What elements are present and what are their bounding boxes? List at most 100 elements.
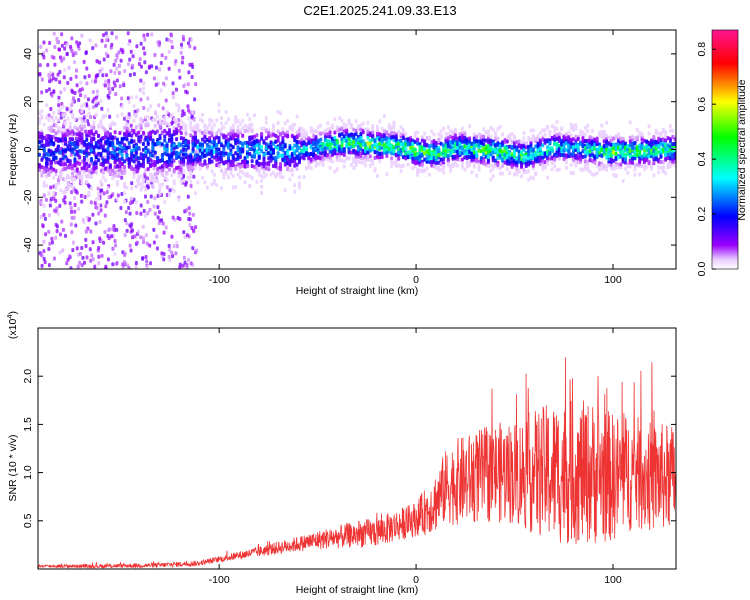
spectrogram-cell xyxy=(38,140,41,145)
spectrogram-cell xyxy=(602,136,606,141)
spectrogram-cell xyxy=(359,160,363,165)
spectrogram-cell xyxy=(219,185,223,190)
spectrogram-cell xyxy=(442,170,446,175)
spectrogram-cell xyxy=(340,158,344,163)
spectrogram-cell xyxy=(538,151,542,156)
spectrogram-cell xyxy=(652,157,656,162)
spectrogram-cell xyxy=(255,133,259,138)
spectrogram-cell xyxy=(401,163,405,168)
snr-y-label: SNR (10 * v/v) xyxy=(7,434,19,501)
x-tick-label: -100 xyxy=(209,574,230,586)
spectrogram-cell xyxy=(167,130,171,135)
spectrogram-cell xyxy=(231,129,235,134)
spectrogram-cell xyxy=(642,138,646,143)
spectrogram-cell xyxy=(78,175,82,180)
spectrogram-cell xyxy=(62,75,66,80)
spectrogram-cell xyxy=(108,123,112,128)
spectrogram-cell xyxy=(184,127,188,132)
spectrogram-cell xyxy=(80,104,84,109)
spectrogram-cell xyxy=(413,156,417,161)
spectrogram-cell xyxy=(647,124,651,129)
spectrogram-cell xyxy=(574,144,578,149)
spectrogram-cell xyxy=(191,135,195,140)
spectrogram-cell xyxy=(541,155,545,160)
spectrogram-cell xyxy=(449,140,453,145)
spectrogram-cell xyxy=(288,177,292,182)
spectrogram-cell xyxy=(186,139,190,144)
spectrogram-cell xyxy=(328,145,332,150)
spectrogram-cell xyxy=(472,162,476,167)
spectrogram-cell xyxy=(148,207,152,212)
spectrogram-cell xyxy=(614,156,618,161)
spectrogram-cell xyxy=(208,144,212,149)
spectrogram-cell xyxy=(668,156,672,161)
spectrogram-cell xyxy=(210,169,214,174)
spectrogram-cell xyxy=(293,156,297,161)
spectrogram-cell xyxy=(567,154,571,159)
spectrogram-cell xyxy=(132,143,136,148)
spectrogram-cell xyxy=(657,131,661,136)
spectrogram-cell xyxy=(157,43,161,48)
spectrogram-cell xyxy=(236,145,240,150)
spectrogram-cell xyxy=(77,97,81,102)
spectrogram-cell xyxy=(127,141,131,146)
spectrogram-cell xyxy=(475,134,479,139)
spectrogram-cell xyxy=(390,159,394,164)
spectrogram-cell xyxy=(132,153,136,158)
spectrogram-cell xyxy=(146,167,150,172)
spectrogram-cell xyxy=(359,143,363,148)
spectrogram-cell xyxy=(375,154,379,159)
spectrogram-cell xyxy=(134,147,138,152)
spectrogram-cell xyxy=(333,169,337,174)
spectrogram-cell xyxy=(241,118,245,123)
spectrogram-cell xyxy=(179,136,183,141)
spectrogram-cell xyxy=(283,158,287,163)
spectrogram-cell xyxy=(295,130,299,135)
spectrogram-cell xyxy=(652,173,656,178)
spectrogram-cell xyxy=(146,141,150,146)
spectrogram-cell xyxy=(111,120,115,125)
spectrogram-cell xyxy=(61,190,65,195)
spectrogram-cell xyxy=(106,137,110,142)
spectrogram-cell xyxy=(312,148,316,153)
spectrogram-cell xyxy=(475,150,479,155)
spectrogram-cell xyxy=(81,255,85,260)
spectrogram-cell xyxy=(80,199,84,204)
spectrogram-cell xyxy=(234,185,238,190)
spectrogram-cell xyxy=(439,167,443,172)
spectrogram-cell xyxy=(151,162,155,167)
spectrogram-cell xyxy=(127,205,131,210)
spectrogram-cell xyxy=(144,115,148,120)
spectrogram-cell xyxy=(323,134,327,139)
spectrogram-cell xyxy=(85,114,89,119)
spectrogram-cell xyxy=(106,140,110,145)
spectrogram-cell xyxy=(600,134,604,139)
spectrogram-cell xyxy=(349,145,353,150)
spectrogram-cell xyxy=(541,151,545,156)
spectrogram-cell xyxy=(144,255,148,260)
spectrogram-cell xyxy=(229,162,233,167)
spectrogram-cell xyxy=(56,211,60,216)
spectrogram-cell xyxy=(581,130,585,135)
spectrogram-cell xyxy=(486,164,490,169)
spectrogram-cell xyxy=(590,172,594,177)
spectrogram-cell xyxy=(600,130,604,135)
spectrogram-cell xyxy=(236,140,240,145)
spectrogram-cell xyxy=(148,243,152,248)
spectrogram-cell xyxy=(586,142,590,147)
spectrogram-cell xyxy=(439,134,443,139)
spectrogram-cell xyxy=(442,157,446,162)
spectrogram-cell xyxy=(170,139,174,144)
spectrogram-cell xyxy=(191,126,195,131)
spectrogram-cell xyxy=(264,120,268,125)
spectrogram-cell xyxy=(347,133,351,138)
spectrogram-cell xyxy=(553,129,557,134)
spectrogram-cell xyxy=(160,142,164,147)
spectrogram-cell xyxy=(359,123,363,128)
spectrogram-cell xyxy=(418,154,422,159)
spectrogram-cell xyxy=(115,147,119,152)
spectrogram-cell xyxy=(142,46,146,51)
spectrogram-cell xyxy=(149,153,153,158)
spectrogram-cell xyxy=(399,131,403,136)
spectrogram-cell xyxy=(378,142,382,147)
